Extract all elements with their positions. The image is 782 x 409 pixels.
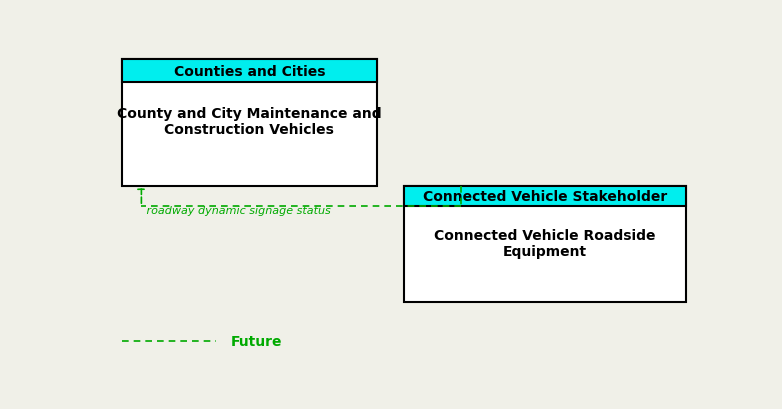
Text: Future: Future — [231, 334, 282, 348]
Text: Connected Vehicle Roadside
Equipment: Connected Vehicle Roadside Equipment — [434, 228, 655, 258]
Text: roadway dynamic signage status: roadway dynamic signage status — [143, 206, 331, 216]
Text: Counties and Cities: Counties and Cities — [174, 65, 325, 79]
Bar — [122, 60, 377, 83]
Text: County and City Maintenance and
Construction Vehicles: County and City Maintenance and Construc… — [117, 107, 382, 137]
Bar — [122, 60, 377, 186]
Bar — [404, 186, 686, 207]
Bar — [404, 186, 686, 303]
Text: Connected Vehicle Stakeholder: Connected Vehicle Stakeholder — [422, 189, 667, 203]
